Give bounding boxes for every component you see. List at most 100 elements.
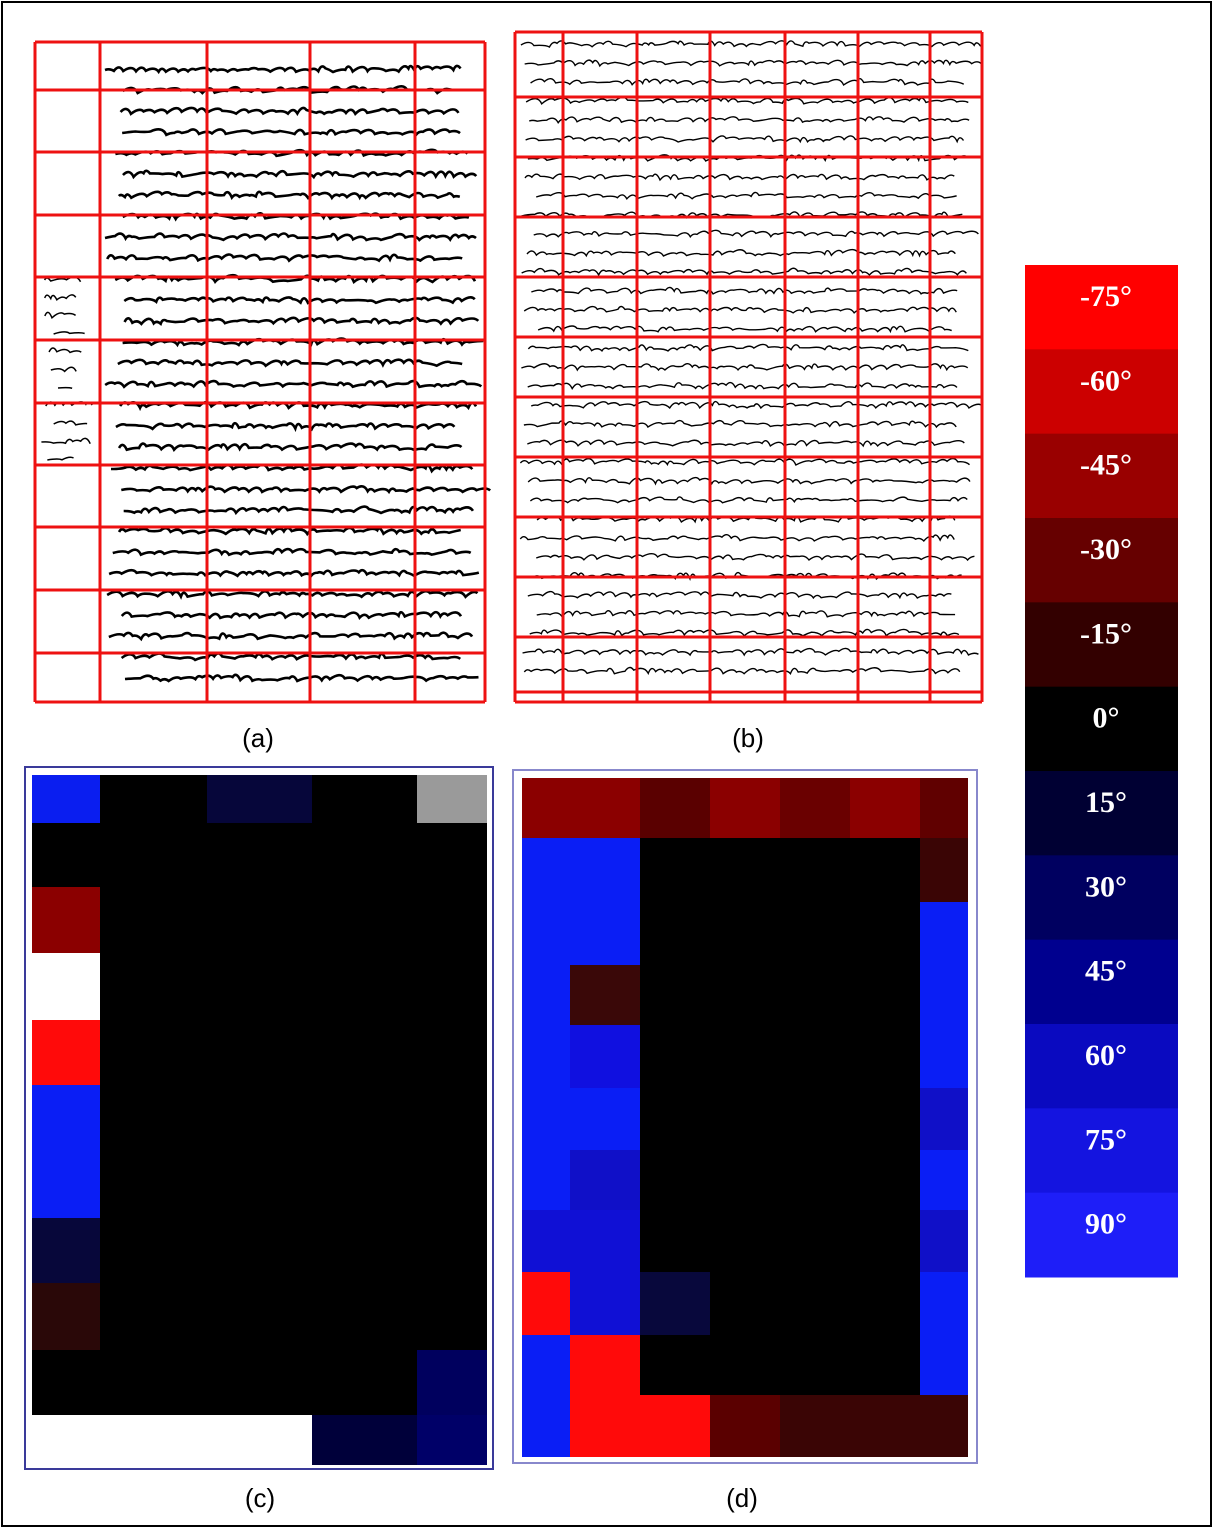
handwriting-line <box>41 437 91 445</box>
heatmap-cell <box>312 823 417 887</box>
handwriting-line <box>535 191 957 201</box>
heatmap-cell <box>522 1272 570 1335</box>
heatmap-cell <box>710 1088 780 1150</box>
colorbar-band <box>1025 349 1178 435</box>
heatmap-cell <box>920 1025 968 1088</box>
heatmap-cell <box>312 1218 417 1283</box>
handwriting-line <box>120 652 462 662</box>
heatmap-cell <box>417 1020 487 1085</box>
heatmap-cell <box>780 1395 850 1457</box>
heatmap-cell <box>100 775 207 823</box>
heatmap-cell <box>780 1088 850 1150</box>
handwriting-line <box>121 485 492 495</box>
heatmap-cell <box>100 1415 207 1465</box>
colorbar-band <box>1025 855 1178 941</box>
panel-border <box>512 769 978 1464</box>
handwriting-line <box>533 229 979 239</box>
heatmap-cell <box>710 1335 780 1395</box>
handwriting-line <box>521 362 969 372</box>
handwriting-line <box>108 631 474 642</box>
heatmap-cell <box>207 1020 312 1085</box>
heatmap-cell <box>850 778 920 838</box>
heatmap-cell <box>850 1088 920 1150</box>
handwriting-line <box>525 135 965 144</box>
heatmap-cell <box>780 838 850 902</box>
handwriting-line <box>106 589 479 600</box>
heatmap-cell <box>570 1210 640 1272</box>
heatmap-cell <box>417 1152 487 1218</box>
heatmap-cell <box>920 778 968 838</box>
heatmap-cell <box>32 1020 100 1085</box>
handwriting-line <box>527 381 958 391</box>
handwriting-line <box>119 106 460 117</box>
heatmap-cell <box>710 1395 780 1457</box>
heatmap-cell <box>780 1272 850 1335</box>
heatmap-cell <box>920 1210 968 1272</box>
handwriting-line <box>532 571 962 582</box>
colorbar-label: 15° <box>1085 786 1127 819</box>
handwriting-line <box>529 628 960 638</box>
heatmap-cell <box>570 902 640 965</box>
heatmap-cell <box>32 823 100 887</box>
handwriting-line <box>44 311 77 320</box>
colorbar-band <box>1025 1024 1178 1109</box>
heatmap-cell <box>522 778 570 838</box>
heatmap-cell <box>640 1025 710 1088</box>
handwriting-line <box>519 457 971 467</box>
heatmap-cell <box>32 1152 100 1218</box>
heatmap-cell <box>417 887 487 953</box>
heatmap-cell <box>570 1150 640 1210</box>
heatmap-cell <box>417 1350 487 1415</box>
heatmap-cell <box>570 1025 640 1088</box>
heatmap-cell <box>850 1150 920 1210</box>
heatmap-cell <box>100 823 207 887</box>
handwriting-line <box>104 232 477 243</box>
colorbar-label: -60° <box>1080 364 1132 397</box>
heatmap-cell <box>710 838 780 902</box>
handwriting-line <box>53 331 85 335</box>
colorbar-band <box>1025 602 1178 688</box>
heatmap-cell <box>850 1395 920 1457</box>
heatmap-cell <box>207 887 312 953</box>
heatmap-cell <box>850 1025 920 1088</box>
handwriting-line <box>108 568 480 578</box>
handwriting-line <box>112 547 472 557</box>
heatmap-cell <box>32 1283 100 1350</box>
heatmap-cell <box>312 887 417 953</box>
heatmap-cell <box>100 1350 207 1415</box>
heatmap-cell <box>640 965 710 1025</box>
heatmap-cell <box>207 1283 312 1350</box>
colorbar-band <box>1025 433 1178 519</box>
heatmap-cell <box>780 965 850 1025</box>
handwriting-line <box>528 116 970 124</box>
heatmap-cell <box>522 1025 570 1088</box>
handwriting-line <box>50 366 77 373</box>
handwriting-line <box>117 190 461 201</box>
colorbar-label: -75° <box>1080 280 1132 313</box>
heatmap-cell <box>640 902 710 965</box>
heatmap-cell <box>920 1088 968 1150</box>
handwriting-line <box>104 379 483 389</box>
handwriting-line <box>521 267 967 277</box>
heatmap-cell <box>640 1088 710 1150</box>
handwriting-line <box>519 534 955 542</box>
handwriting-line <box>531 286 958 295</box>
heatmap-cell <box>570 778 640 838</box>
heatmap-cell <box>780 778 850 838</box>
heatmap-cell <box>850 838 920 902</box>
heatmap-cell <box>640 1210 710 1272</box>
handwriting-line <box>525 96 969 106</box>
heatmap-cell <box>100 953 207 1020</box>
colorbar-band <box>1025 939 1178 1025</box>
handwriting-line <box>536 610 956 619</box>
handwriting-line <box>522 647 979 657</box>
heatmap-cell <box>640 1395 710 1457</box>
handwriting-line <box>104 64 462 75</box>
heatmap-cell <box>207 1350 312 1415</box>
heatmap-cell <box>710 778 780 838</box>
colorbar-band <box>1025 771 1178 856</box>
heatmap-cell <box>850 1335 920 1395</box>
colorbar-band <box>1025 686 1178 772</box>
heatmap-cell <box>850 902 920 965</box>
